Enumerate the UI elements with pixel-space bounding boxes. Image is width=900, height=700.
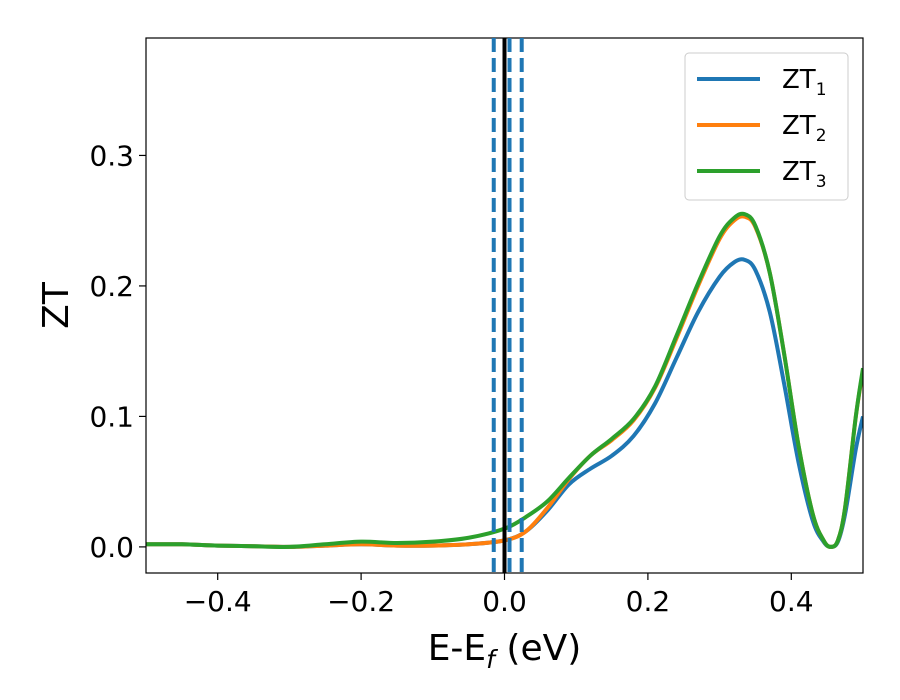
- legend: ZT1 ZT2 ZT3: [684, 52, 849, 201]
- y-axis-title: ZT: [36, 281, 77, 329]
- y-tick-label: 0.0: [89, 531, 134, 564]
- series-line-3: [146, 211, 863, 549]
- legend-label-3: ZT3: [782, 157, 827, 192]
- x-axis-title: E-Ef (eV): [428, 628, 582, 674]
- x-tick-label: 0.0: [482, 585, 527, 618]
- y-tick-label: 0.3: [89, 139, 134, 172]
- x-tick-label: 0.2: [626, 585, 671, 618]
- x-tick-label: 0.4: [769, 585, 814, 618]
- reference-lines: [491, 38, 524, 573]
- x-axis: −0.4 −0.2 0.0 0.2 0.4: [184, 573, 814, 618]
- x-axis-title-unit: (eV): [495, 628, 581, 669]
- legend-label-2: ZT2: [782, 111, 827, 146]
- x-tick-label: −0.4: [184, 585, 252, 618]
- series-layer: [146, 211, 863, 549]
- y-tick-label: 0.1: [89, 400, 134, 433]
- y-tick-label: 0.2: [89, 270, 134, 303]
- x-tick-label: −0.2: [327, 585, 395, 618]
- legend-label-1: ZT1: [782, 65, 827, 100]
- y-axis: 0.0 0.1 0.2 0.3: [89, 139, 146, 564]
- legend-frame: [684, 52, 849, 201]
- x-axis-title-main: E-E: [428, 628, 486, 669]
